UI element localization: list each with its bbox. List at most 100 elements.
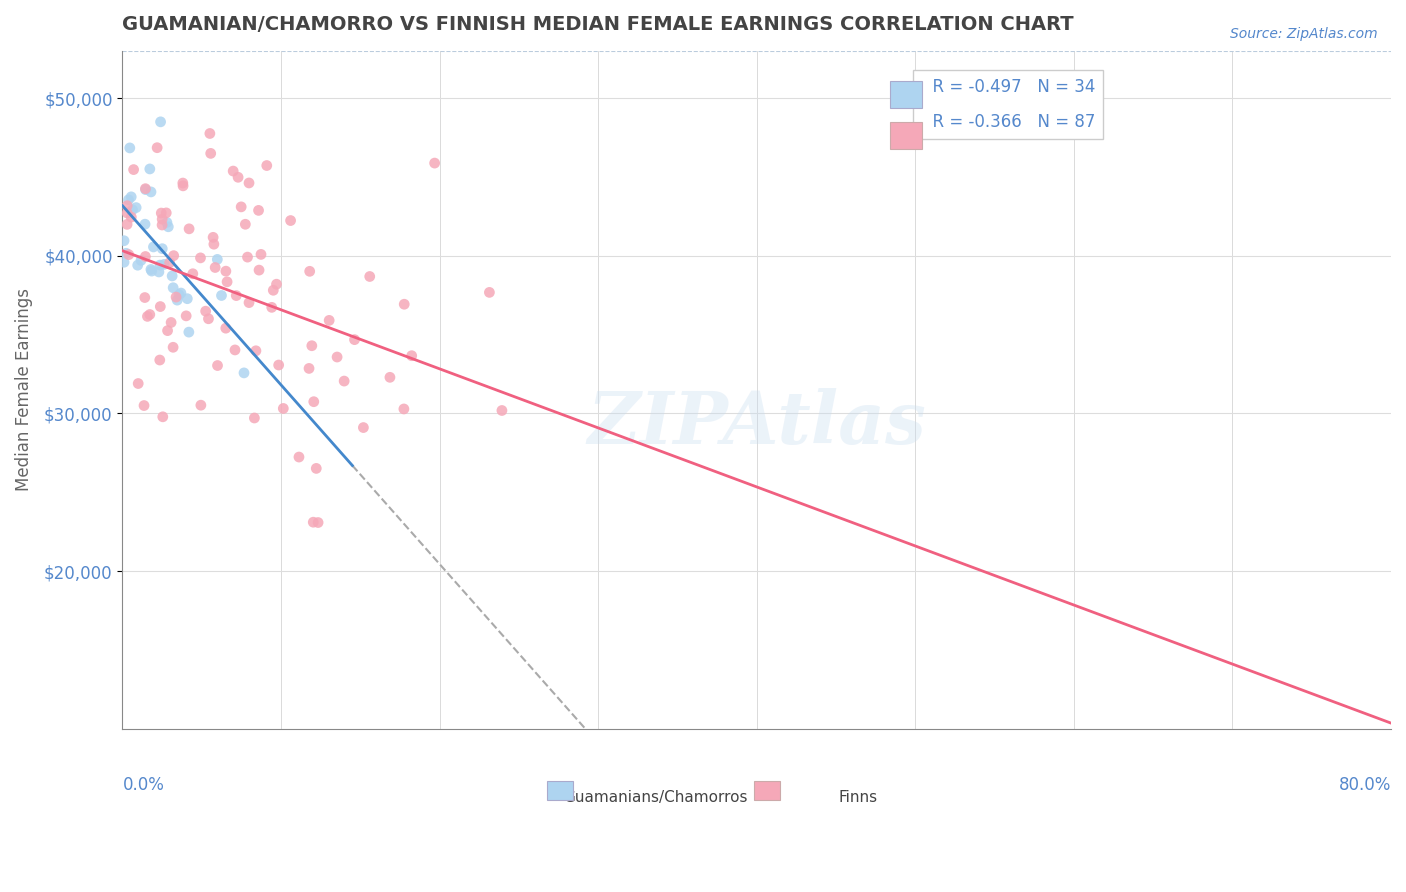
Point [267, 358, 290, 372]
Point [172, 178, 194, 193]
Point [134, 182, 156, 196]
Point [132, 399, 155, 413]
Point [134, 250, 156, 264]
Point [146, 141, 169, 155]
Point [162, 281, 184, 295]
Text: Finns: Finns [838, 789, 877, 805]
Point [394, 297, 416, 311]
Point [392, 401, 415, 416]
Point [222, 164, 245, 178]
Text: 80.0%: 80.0% [1339, 776, 1391, 794]
FancyBboxPatch shape [547, 781, 572, 800]
Point [256, 159, 278, 173]
Point [202, 230, 225, 244]
Point [112, 234, 135, 248]
Point [231, 200, 253, 214]
Point [217, 275, 239, 289]
Point [181, 267, 204, 281]
Point [280, 213, 302, 227]
Point [177, 222, 200, 236]
Point [298, 264, 321, 278]
Point [165, 290, 187, 304]
Point [260, 301, 283, 315]
Point [224, 343, 246, 357]
Point [176, 292, 198, 306]
Point [150, 218, 173, 232]
Point [134, 291, 156, 305]
Point [247, 263, 270, 277]
Point [127, 376, 149, 391]
Point [352, 420, 374, 434]
Point [150, 206, 173, 220]
Point [118, 141, 141, 155]
Point [153, 257, 176, 271]
Point [215, 321, 238, 335]
Point [318, 313, 340, 327]
Point [401, 349, 423, 363]
Point [172, 176, 194, 190]
Point [149, 115, 172, 129]
Point [159, 256, 181, 270]
Point [378, 370, 401, 384]
Point [245, 343, 267, 358]
Point [150, 242, 173, 256]
FancyBboxPatch shape [754, 781, 779, 800]
Point [167, 287, 190, 301]
Point [135, 183, 157, 197]
Y-axis label: Median Female Earnings: Median Female Earnings [15, 288, 32, 491]
Point [121, 202, 143, 217]
Text: 0.0%: 0.0% [122, 776, 165, 794]
Point [226, 170, 249, 185]
Point [288, 450, 311, 464]
Point [122, 162, 145, 177]
Point [225, 288, 247, 302]
Point [202, 237, 225, 252]
Point [301, 339, 323, 353]
Point [491, 403, 513, 417]
Point [273, 401, 295, 416]
Point [139, 308, 162, 322]
Point [305, 461, 328, 475]
Point [120, 210, 142, 224]
Point [190, 251, 212, 265]
Point [139, 262, 162, 277]
Text: Guamanians/Chamorros: Guamanians/Chamorros [562, 789, 748, 805]
Point [243, 411, 266, 425]
Point [134, 217, 156, 231]
Point [233, 366, 256, 380]
Point [207, 359, 229, 373]
FancyBboxPatch shape [890, 81, 922, 109]
Point [136, 310, 159, 324]
Point [262, 283, 284, 297]
Point [142, 240, 165, 254]
Point [157, 219, 180, 234]
Point [326, 350, 349, 364]
Point [333, 374, 356, 388]
Point [211, 288, 233, 302]
Point [190, 398, 212, 412]
Point [194, 304, 217, 318]
Point [250, 247, 273, 261]
FancyBboxPatch shape [890, 122, 922, 149]
Point [298, 361, 321, 376]
Point [118, 247, 141, 261]
Point [149, 258, 172, 272]
Point [302, 515, 325, 529]
Point [359, 269, 381, 284]
Point [117, 206, 139, 220]
Text: ZIPAtlas: ZIPAtlas [588, 388, 927, 459]
Point [163, 249, 186, 263]
Point [115, 218, 138, 232]
Point [156, 324, 179, 338]
Text: R = -0.497   N = 34
  R = -0.366   N = 87: R = -0.497 N = 34 R = -0.366 N = 87 [922, 78, 1095, 131]
Point [149, 300, 172, 314]
Point [162, 340, 184, 354]
Text: Source: ZipAtlas.com: Source: ZipAtlas.com [1230, 27, 1378, 41]
Point [423, 156, 446, 170]
Point [141, 264, 163, 278]
Point [115, 246, 138, 260]
Point [129, 253, 152, 268]
Point [266, 277, 288, 292]
Point [127, 258, 149, 272]
Point [120, 190, 142, 204]
